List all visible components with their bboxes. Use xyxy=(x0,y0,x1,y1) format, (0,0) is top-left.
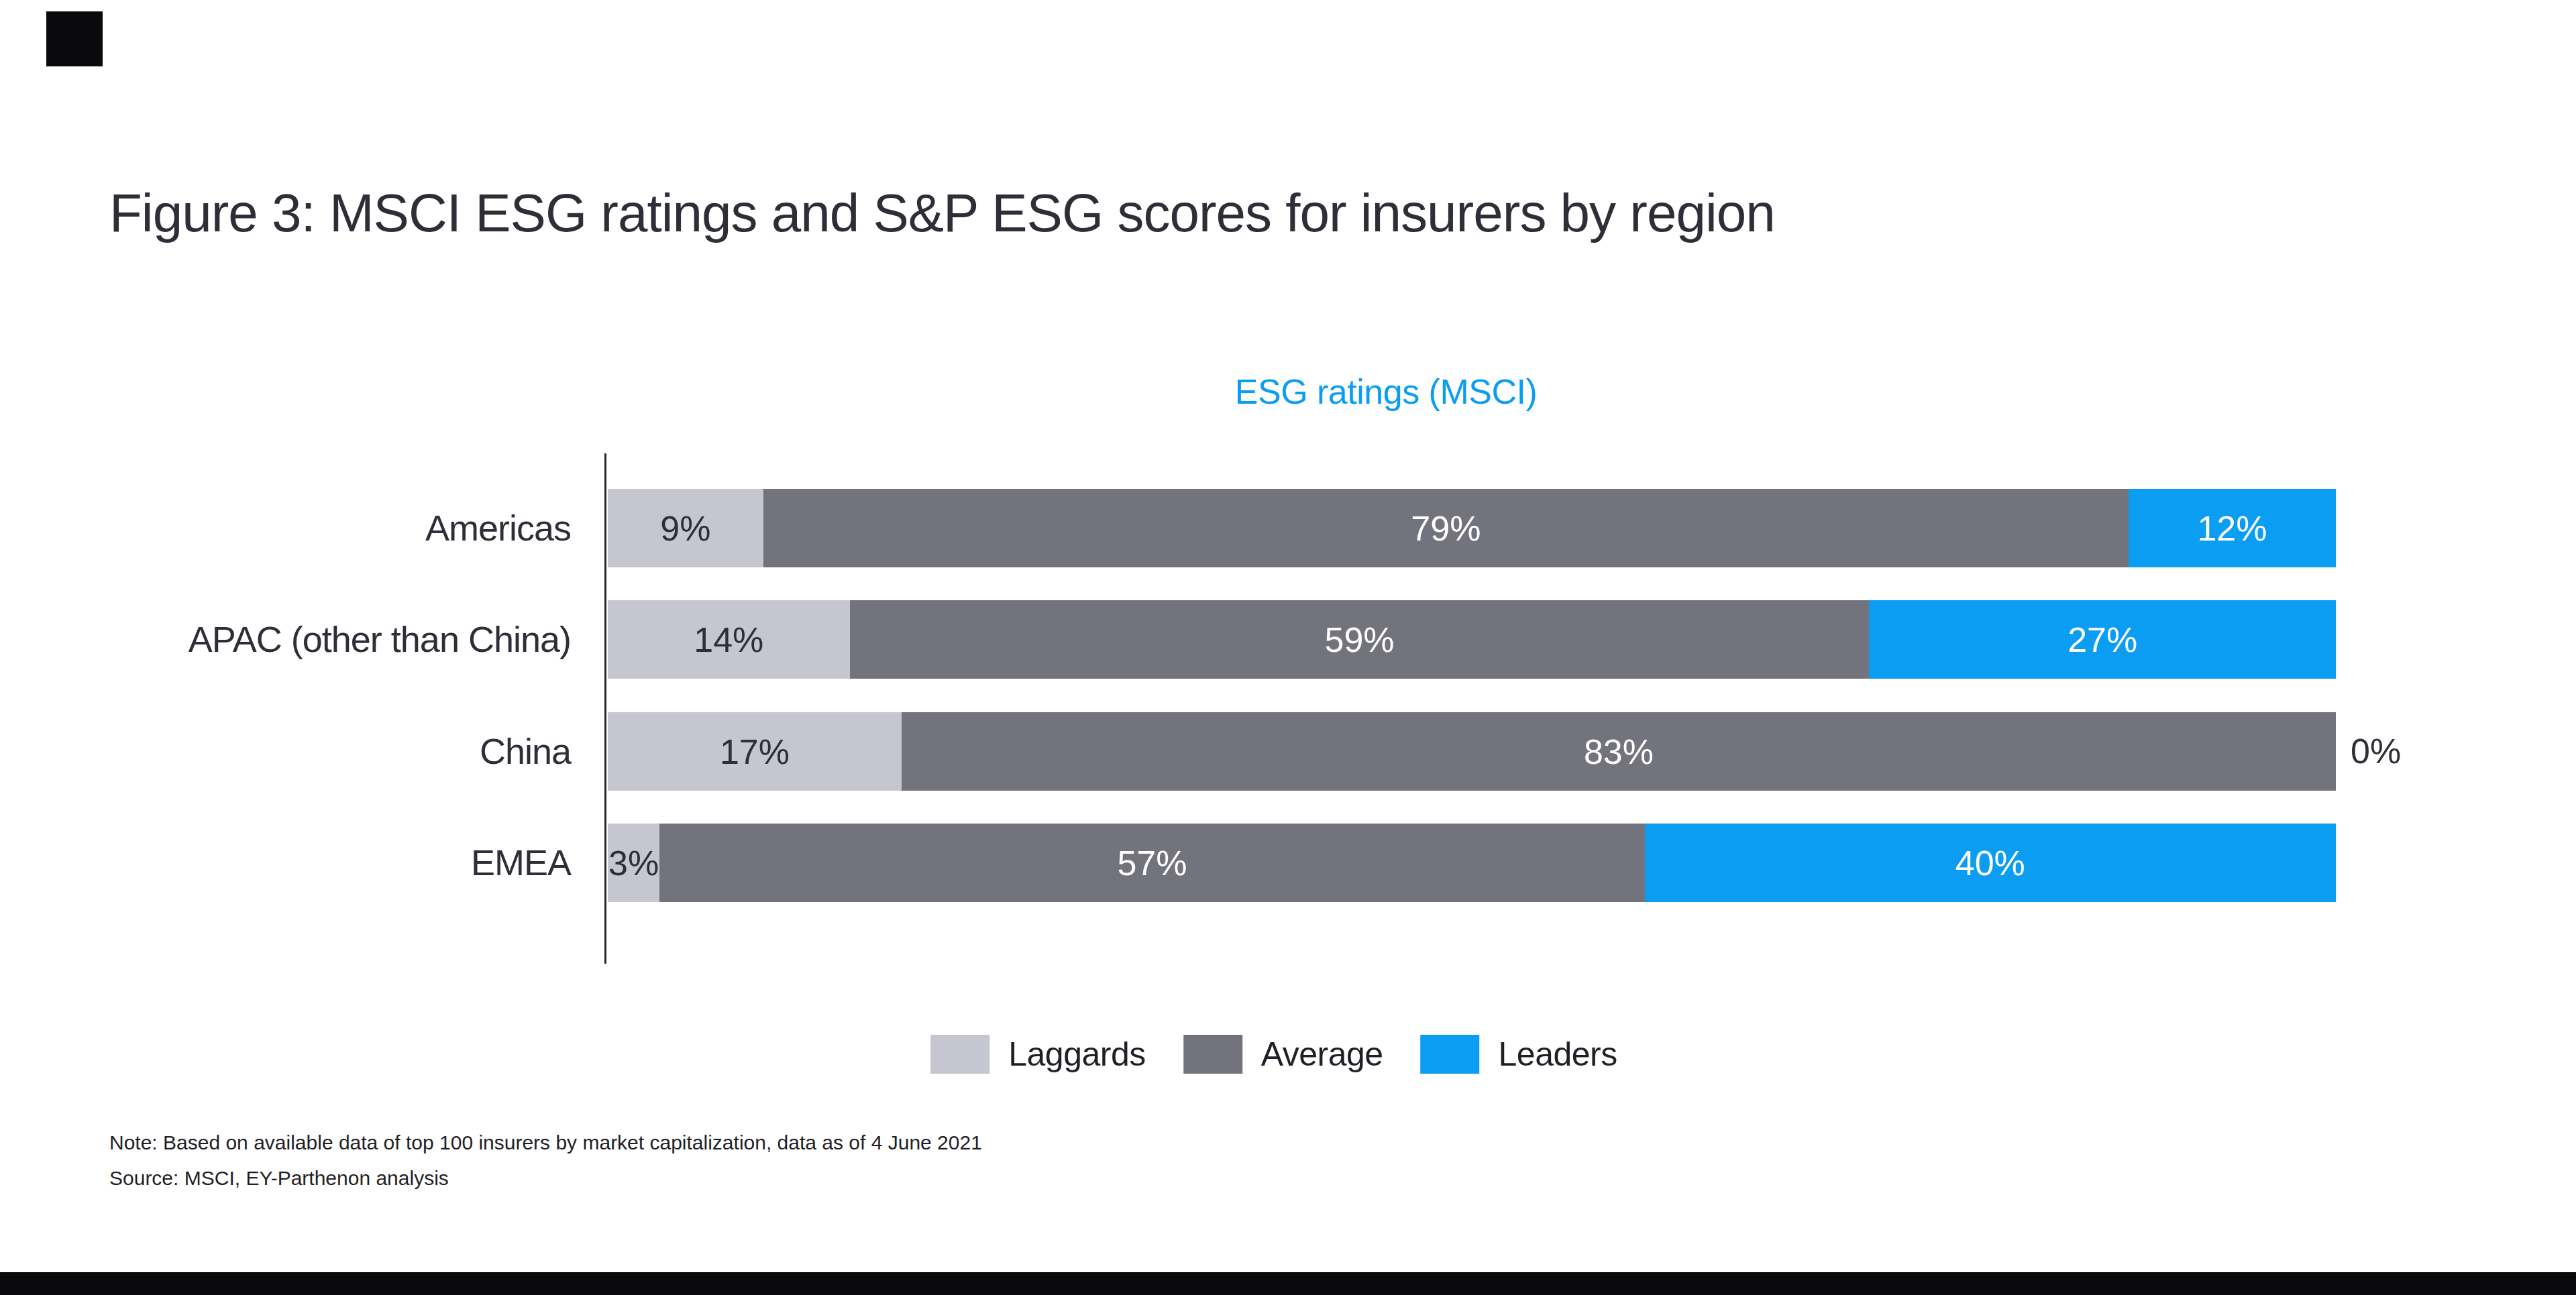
bar-value-label: 27% xyxy=(2068,622,2137,657)
category-label: EMEA xyxy=(0,824,571,902)
legend-item: Laggards xyxy=(930,1035,1146,1074)
ey-logo xyxy=(46,11,103,66)
legend-label: Average xyxy=(1261,1035,1383,1074)
bar-segment-laggards: 3% xyxy=(608,824,659,902)
stacked-bar: 3% 57% 40% xyxy=(608,824,2336,902)
stacked-bar: 17%83%0% xyxy=(608,712,2336,791)
bar-segment-leaders: 27% xyxy=(1869,600,2336,679)
source-text: Source: MSCI, EY-Parthenon analysis xyxy=(109,1167,449,1190)
bar-segment-average: 59% xyxy=(850,600,1870,679)
legend-swatch-average xyxy=(1183,1035,1242,1074)
bar-row: Americas 9% 79% 12% xyxy=(0,489,2576,567)
note-text: Note: Based on available data of top 100… xyxy=(109,1131,982,1154)
bar-segment-leaders: 40% xyxy=(1645,824,2336,902)
bar-row: APAC (other than China) 14% 59% 27% xyxy=(0,600,2576,679)
legend-item: Leaders xyxy=(1421,1035,1617,1074)
figure-title: Figure 3: MSCI ESG ratings and S&P ESG s… xyxy=(109,182,1775,244)
report-page: Figure 3: MSCI ESG ratings and S&P ESG s… xyxy=(0,0,2576,1295)
chart-title: ESG ratings (MSCI) xyxy=(1235,372,1537,412)
legend-swatch-laggards xyxy=(930,1035,989,1074)
footer-bar xyxy=(0,1272,2576,1295)
bar-value-label: 12% xyxy=(2197,511,2267,546)
legend-swatch-leaders xyxy=(1421,1035,1480,1074)
bar-row: China 17% 83% 0% xyxy=(0,712,2576,791)
legend-item: Average xyxy=(1183,1035,1383,1074)
bar-value-label-outside: 0% xyxy=(2351,712,2401,791)
bar-segment-average: 57% xyxy=(659,824,1644,902)
bar-value-label: 3% xyxy=(608,846,659,881)
bar-row: EMEA 3% 57% 40% xyxy=(0,824,2576,902)
category-label: Americas xyxy=(0,489,571,567)
bar-value-label: 9% xyxy=(660,511,710,546)
bar-value-label: 59% xyxy=(1325,622,1395,657)
stacked-bar: 9% 79% 12% xyxy=(608,489,2336,567)
category-label: China xyxy=(0,712,571,791)
bar-segment-laggards: 14% xyxy=(608,600,850,679)
bar-value-label: 57% xyxy=(1117,846,1187,881)
legend-label: Laggards xyxy=(1008,1035,1146,1074)
bar-value-label: 83% xyxy=(1584,734,1654,769)
bar-value-label: 40% xyxy=(1955,846,2025,881)
bar-segment-average: 79% xyxy=(763,489,2129,567)
bar-segment-leaders: 12% xyxy=(2129,489,2336,567)
bar-value-label: 17% xyxy=(720,734,790,769)
bar-segment-average: 83% xyxy=(902,712,2336,791)
legend-label: Leaders xyxy=(1499,1035,1617,1074)
bar-segment-laggards: 9% xyxy=(608,489,763,567)
legend: Laggards Average Leaders xyxy=(930,1035,1617,1074)
bar-value-label: 14% xyxy=(694,622,763,657)
bar-segment-laggards: 17% xyxy=(608,712,902,791)
category-label: APAC (other than China) xyxy=(0,600,571,679)
stacked-bar: 14% 59% 27% xyxy=(608,600,2336,679)
bar-value-label: 79% xyxy=(1411,511,1481,546)
